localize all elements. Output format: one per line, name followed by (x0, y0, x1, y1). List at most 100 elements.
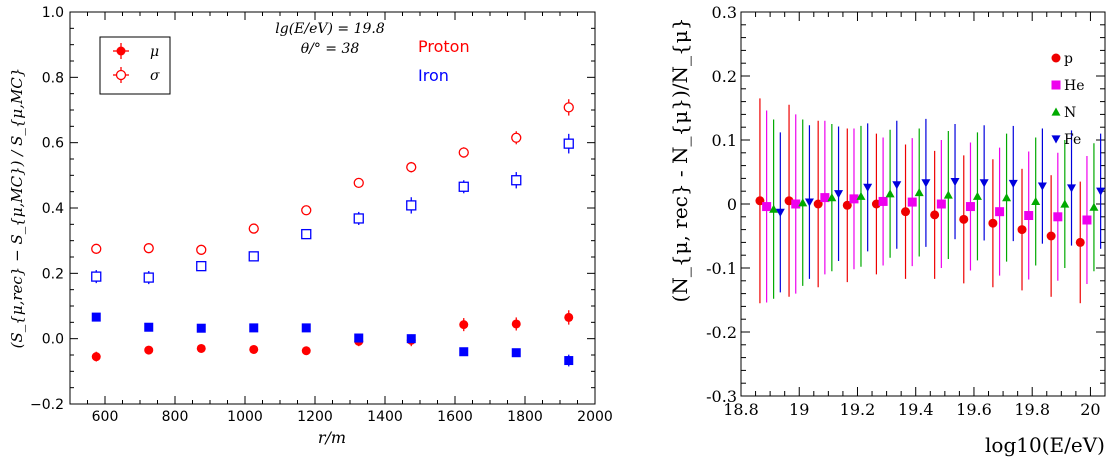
right-data-point (1060, 199, 1070, 208)
right-data-point (1031, 196, 1041, 206)
right-legend-marker (1051, 135, 1061, 144)
right-data-point (995, 207, 1005, 217)
left-data-point (143, 243, 154, 254)
left-x-tick-label: 1200 (297, 409, 333, 425)
right-data-point (959, 214, 969, 224)
right-panel: 18.8 19 19.2 19.4 19.6 19.8 20 -0.3 -0.2 -0.1 0 0.1… (668, 3, 1106, 457)
right-x-tick-label: 19.4 (898, 400, 934, 419)
left-x-tick-label: 800 (162, 409, 189, 425)
right-data-point (901, 207, 911, 217)
right-data-point (921, 179, 931, 188)
right-data-point (885, 189, 895, 198)
right-data-point (1024, 211, 1034, 221)
right-y-tick-label: 0.2 (712, 67, 737, 86)
left-legend-box (99, 36, 171, 95)
left-data-point (91, 271, 102, 282)
right-data-point (1037, 182, 1047, 191)
right-legend-entry-label: N (1064, 105, 1076, 121)
right-data-point (849, 194, 859, 204)
right-data-point (775, 208, 785, 217)
left-data-point (301, 205, 312, 216)
left-data-point (91, 352, 101, 362)
left-data-point (301, 228, 312, 240)
right-legend-entry-label: Fe (1064, 132, 1081, 148)
left-x-tick-label: 1600 (437, 409, 473, 425)
left-data-point (511, 348, 521, 358)
left-data-point (301, 323, 311, 333)
left-data-point (353, 213, 364, 224)
right-data-point (914, 187, 924, 197)
left-x-tick-label: 1000 (227, 409, 263, 425)
right-data-point (979, 179, 989, 188)
left-data-point (144, 345, 154, 355)
left-plot-frame (69, 11, 596, 405)
left-data-point (459, 347, 469, 357)
left-x-tick-label: 1800 (507, 409, 543, 425)
right-data-point (943, 190, 953, 199)
label-iron: Iron (418, 66, 449, 85)
left-data-point (196, 343, 206, 353)
right-data-point (804, 198, 814, 207)
left-data-point (406, 200, 417, 211)
right-data-point (791, 199, 801, 209)
right-x-tick-label: 19.8 (1014, 400, 1050, 419)
left-data-point (196, 244, 207, 255)
right-data-point (1082, 215, 1092, 225)
right-data-point (820, 193, 830, 203)
right-data-point (972, 191, 982, 200)
right-x-tick-label: 18.8 (723, 400, 759, 419)
legend-entry-label: σ (150, 68, 160, 84)
left-x-axis-label: r/m (318, 428, 346, 447)
right-y-tick-label: -0.3 (706, 387, 737, 406)
left-data-point (249, 344, 259, 354)
right-legend-marker (1051, 80, 1061, 90)
left-data-point (511, 175, 522, 186)
right-data-point (1017, 225, 1027, 235)
right-data-point (907, 197, 917, 207)
legend-marker (116, 46, 126, 56)
left-data-point (91, 243, 102, 254)
right-data-point (1046, 231, 1056, 241)
left-y-tick-label: 0.0 (42, 332, 64, 348)
right-x-tick-label: 19.6 (956, 400, 992, 419)
right-data-point (1002, 193, 1012, 202)
left-y-axis-label: (S_{μ,rec} − S_{μ,MC}) / S_{μ,MC} (8, 68, 26, 349)
left-data-point (196, 323, 206, 333)
left-data-point (564, 312, 574, 322)
left-data-point (406, 334, 416, 344)
left-data-point (144, 322, 154, 332)
left-y-tick-label: 0.6 (42, 136, 64, 152)
right-legend-marker (1051, 53, 1061, 63)
right-data-point (1067, 184, 1077, 193)
left-y-tick-label: 1.0 (42, 5, 64, 21)
right-data-point (878, 196, 888, 206)
left-data-point (458, 181, 469, 192)
right-data-point (863, 183, 873, 192)
right-data-point (950, 178, 960, 187)
right-data-point (1008, 179, 1018, 189)
legend-entry-label: μ (150, 44, 159, 60)
right-data-point (892, 181, 902, 190)
left-data-point (91, 312, 101, 322)
annotation-angle: θ/° = 38 (301, 41, 360, 57)
left-data-point (249, 323, 259, 333)
left-data-point (143, 272, 154, 283)
right-legend-marker (1051, 107, 1061, 116)
left-data-point (459, 320, 469, 330)
left-data-point (406, 162, 417, 173)
right-x-tick-label: 19.2 (840, 400, 876, 419)
right-y-tick-label: 0.1 (712, 131, 737, 150)
left-data-point (301, 346, 311, 356)
right-data-point (965, 202, 975, 212)
left-y-tick-label: 0.2 (42, 266, 64, 282)
left-y-tick-label: 0.4 (42, 201, 64, 217)
right-data-point (930, 210, 940, 220)
right-data-point (834, 190, 844, 199)
right-data-point (856, 191, 866, 200)
left-y-tick-label: 0.8 (42, 70, 64, 86)
left-data-point (196, 260, 207, 272)
left-data-point (563, 138, 574, 149)
label-proton: Proton (418, 37, 470, 56)
left-data-point (563, 102, 574, 113)
